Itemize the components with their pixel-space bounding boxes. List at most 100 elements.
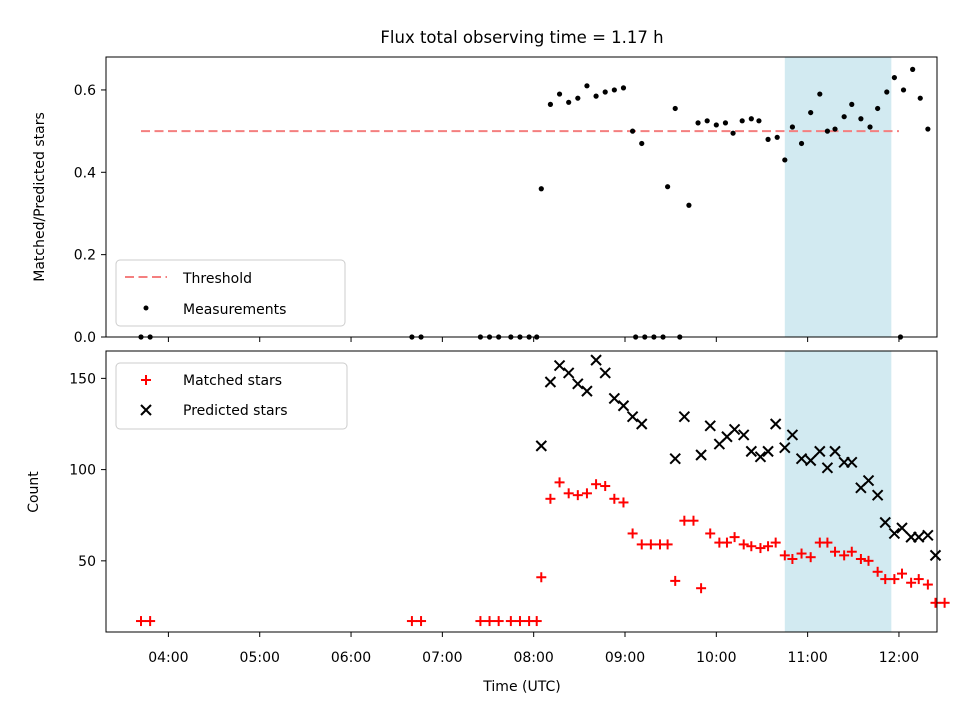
measurement-point xyxy=(547,101,554,107)
measurement-point xyxy=(695,120,701,126)
measurement-point xyxy=(704,118,710,124)
matched-star-point xyxy=(906,577,917,588)
matched-star-point xyxy=(609,493,620,504)
matched-star-point xyxy=(922,579,933,590)
matched-star-point xyxy=(505,616,516,627)
predicted-star-point xyxy=(879,516,891,529)
predicted-star-point xyxy=(608,392,621,405)
measurement-point xyxy=(849,101,855,107)
predicted-star-point xyxy=(553,359,566,372)
measurement-point xyxy=(765,136,771,142)
matched-star-point xyxy=(880,574,891,585)
predicted-star-point xyxy=(678,410,691,423)
matched-star-point xyxy=(645,539,656,550)
measurement-point xyxy=(808,109,814,116)
matched-star-point xyxy=(755,543,766,554)
top-y-axis-label: Matched/Predicted stars xyxy=(32,112,48,282)
x-tick-label: 08:00 xyxy=(513,650,553,666)
measurement-point xyxy=(739,118,745,124)
matched-star-point xyxy=(863,555,874,566)
measurement-point xyxy=(730,130,736,136)
matched-star-point xyxy=(729,532,740,543)
matched-star-point xyxy=(779,550,790,561)
matched-star-point xyxy=(554,477,565,488)
matched-star-point xyxy=(406,616,417,627)
predicted-star-point xyxy=(669,452,681,465)
predicted-star-point xyxy=(795,452,808,465)
bottom-y-tick-label: 50 xyxy=(78,554,96,570)
top-y-tick-label: 0.6 xyxy=(74,83,96,99)
bottom-y-tick-label: 150 xyxy=(69,371,96,387)
matched-star-point xyxy=(805,552,816,563)
predicted-star-point xyxy=(762,445,774,458)
predicted-star-point xyxy=(572,378,584,390)
measurement-point xyxy=(782,157,788,163)
measurement-point xyxy=(630,128,636,134)
matched-star-point xyxy=(618,497,629,508)
matched-star-point xyxy=(531,616,542,627)
predicted-star-point xyxy=(738,429,750,441)
bottom-x-ticks: 04:00 05:00 06:00 07:00 08:00 09:00 10:00 11:00… xyxy=(148,632,919,666)
measurement-point xyxy=(665,184,671,190)
matched-star-point xyxy=(591,479,602,490)
top-legend: Threshold Measurements xyxy=(115,259,346,327)
predicted-star-point xyxy=(535,440,547,452)
top-axes-frame xyxy=(105,56,938,338)
x-tick-label: 10:00 xyxy=(696,650,736,666)
matched-star-point xyxy=(830,546,841,557)
predicted-star-point xyxy=(599,367,611,379)
matched-star-point xyxy=(746,541,757,552)
measurement-point xyxy=(925,126,931,132)
measurement-point xyxy=(774,134,780,140)
matched-star-point xyxy=(839,550,850,561)
matched-star-point xyxy=(636,539,647,550)
predicted-star-point xyxy=(814,445,826,458)
measurement-point xyxy=(917,95,923,101)
matched-legend-swatch xyxy=(141,375,151,385)
x-tick-label: 07:00 xyxy=(422,650,462,666)
bottom-legend-box xyxy=(115,362,348,430)
predicted-star-point xyxy=(871,489,884,501)
x-tick-label: 09:00 xyxy=(605,650,645,666)
predicted-star-point xyxy=(846,456,858,469)
top-highlight-span xyxy=(784,57,892,337)
predicted-star-point xyxy=(590,354,602,366)
measurement-point xyxy=(789,124,796,130)
measurements-legend-label: Measurements xyxy=(183,302,286,318)
matched-star-point xyxy=(688,515,699,526)
measurement-point xyxy=(722,120,729,126)
matched-star-point xyxy=(822,537,833,548)
measurement-point xyxy=(891,74,897,81)
predicted-star-point xyxy=(754,451,767,463)
matched-star-point xyxy=(721,537,732,548)
bottom-axes-frame xyxy=(105,350,938,633)
x-tick-label: 12:00 xyxy=(879,650,919,666)
predicted-star-point xyxy=(544,376,557,388)
matched-star-point xyxy=(855,554,866,565)
measurement-point xyxy=(748,116,754,122)
x-tick-label: 06:00 xyxy=(331,650,371,666)
predicted-star-point xyxy=(745,445,758,458)
predicted-star-point xyxy=(929,549,942,562)
matched-star-point xyxy=(796,548,807,559)
bottom-y-tick-label: 100 xyxy=(69,463,96,479)
measurement-point xyxy=(611,87,617,93)
figure-title: Flux total observing time = 1.17 h xyxy=(380,28,663,47)
measurement-point xyxy=(593,93,599,99)
measurement-point xyxy=(910,66,916,72)
matched-star-point xyxy=(872,566,883,577)
measurement-point xyxy=(566,99,572,105)
matched-star-point xyxy=(514,616,525,627)
predicted-star-point xyxy=(617,400,630,412)
count-points xyxy=(136,354,950,627)
measurement-point xyxy=(639,140,645,147)
predicted-star-point xyxy=(888,527,901,540)
bottom-legend: Matched stars Predicted stars xyxy=(115,362,348,430)
predicted-star-point xyxy=(804,454,817,467)
threshold-legend-label: Threshold xyxy=(182,271,252,287)
predicted-star-point xyxy=(829,445,841,458)
matched-star-point xyxy=(770,537,781,548)
matched-star-point xyxy=(939,597,950,608)
matched-star-point xyxy=(913,574,924,585)
